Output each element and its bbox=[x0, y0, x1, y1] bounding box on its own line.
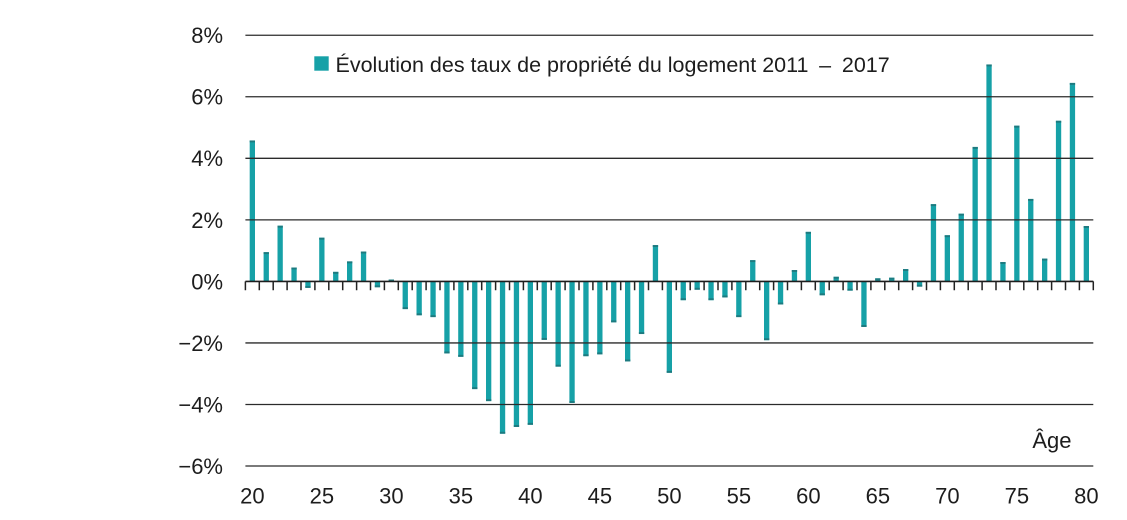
svg-text:6%: 6% bbox=[191, 85, 223, 110]
svg-text:25: 25 bbox=[310, 484, 334, 509]
svg-text:20: 20 bbox=[240, 484, 264, 509]
svg-text:80: 80 bbox=[1074, 484, 1098, 509]
svg-text:55: 55 bbox=[727, 484, 751, 509]
svg-text:−4%: −4% bbox=[178, 392, 223, 417]
svg-text:8%: 8% bbox=[191, 23, 223, 48]
svg-text:70: 70 bbox=[935, 484, 959, 509]
svg-text:75: 75 bbox=[1005, 484, 1029, 509]
svg-text:50: 50 bbox=[657, 484, 681, 509]
svg-text:Âge: Âge bbox=[1032, 428, 1071, 453]
svg-text:65: 65 bbox=[866, 484, 890, 509]
svg-text:−6%: −6% bbox=[178, 454, 223, 479]
svg-text:45: 45 bbox=[588, 484, 612, 509]
svg-text:35: 35 bbox=[449, 484, 473, 509]
svg-text:30: 30 bbox=[379, 484, 403, 509]
svg-text:0%: 0% bbox=[191, 269, 223, 294]
svg-text:2%: 2% bbox=[191, 208, 223, 233]
svg-text:Évolution des taux de propriét: Évolution des taux de propriété du logem… bbox=[336, 52, 890, 77]
svg-text:−2%: −2% bbox=[178, 331, 223, 356]
svg-text:40: 40 bbox=[518, 484, 542, 509]
svg-text:60: 60 bbox=[796, 484, 820, 509]
svg-text:4%: 4% bbox=[191, 146, 223, 171]
